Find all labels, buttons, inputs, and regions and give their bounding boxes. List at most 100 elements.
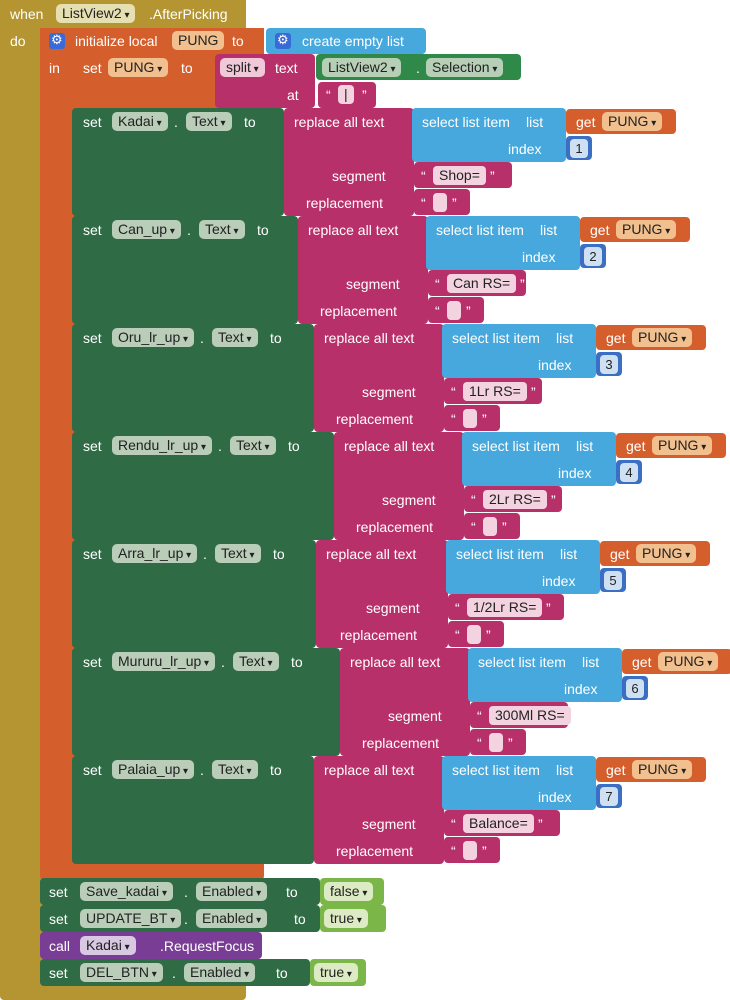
get-var-dropdown[interactable]: PUNG (636, 544, 697, 563)
boolean-dropdown[interactable]: true (324, 909, 368, 928)
selection-component-dropdown[interactable]: ListView2 (322, 58, 402, 77)
replace-all-block[interactable] (340, 648, 470, 756)
segment-label: segment (366, 600, 420, 616)
call-component-dropdown[interactable]: Kadai (80, 936, 136, 955)
component-dropdown[interactable]: Arra_lr_up (112, 544, 198, 563)
quote-open: “ (451, 816, 456, 832)
quote-open: “ (326, 87, 331, 103)
property-dropdown[interactable]: Text (186, 112, 232, 131)
get-var-dropdown[interactable]: PUNG (632, 760, 693, 779)
index-number[interactable]: 5 (604, 571, 622, 590)
get-var-dropdown[interactable]: PUNG (616, 220, 677, 239)
get-var-dropdown[interactable]: PUNG (658, 652, 719, 671)
replacement-value[interactable] (463, 841, 477, 860)
component-dropdown[interactable]: Palaia_up (112, 760, 195, 779)
to-label: to (257, 222, 269, 238)
index-number[interactable]: 7 (600, 787, 618, 806)
component-dropdown[interactable]: Rendu_lr_up (112, 436, 212, 455)
replace-all-block[interactable] (316, 540, 448, 648)
set-var-dropdown[interactable]: PUNG (108, 58, 169, 77)
replace-all-block[interactable] (298, 216, 428, 324)
gear-icon[interactable] (275, 32, 291, 49)
index-label: index (508, 141, 542, 157)
replace-all-block[interactable] (314, 756, 444, 864)
replace-all-block[interactable] (314, 324, 444, 432)
to-label: to (276, 965, 288, 981)
select-list-item-block[interactable] (426, 216, 580, 270)
event-component-dropdown[interactable]: ListView2 (56, 4, 136, 23)
component-dropdown[interactable]: Kadai (112, 112, 168, 131)
dot-label: . (221, 654, 225, 670)
quote-close: ” (452, 195, 457, 211)
dot-label: . (218, 438, 222, 454)
set-text-block[interactable] (72, 216, 298, 324)
boolean-dropdown[interactable]: true (314, 963, 358, 982)
component-dropdown[interactable]: DEL_BTN (80, 963, 163, 982)
boolean-dropdown[interactable]: false (324, 882, 374, 901)
segment-value[interactable]: Can RS= (447, 274, 517, 293)
quote-close: ” (531, 384, 536, 400)
quote-close: ” (546, 600, 551, 616)
replacement-value[interactable] (447, 301, 461, 320)
property-dropdown[interactable]: Text (212, 760, 258, 779)
call-block[interactable] (40, 932, 262, 959)
index-number[interactable]: 2 (584, 247, 602, 266)
index-number[interactable]: 1 (570, 139, 588, 158)
select-list-item-block[interactable] (462, 432, 616, 486)
replacement-value[interactable] (467, 625, 481, 644)
set-text-block[interactable] (72, 108, 284, 216)
replacement-value[interactable] (483, 517, 497, 536)
set-label: set (83, 222, 102, 238)
list-label: list (526, 114, 544, 130)
create-empty-list-block[interactable] (266, 28, 426, 54)
segment-value[interactable]: Shop= (433, 166, 486, 185)
property-dropdown[interactable]: Enabled (196, 909, 268, 928)
property-dropdown[interactable]: Text (215, 544, 261, 563)
select-list-item-block[interactable] (468, 648, 622, 702)
split-at-label: at (287, 87, 299, 103)
property-dropdown[interactable]: Enabled (184, 963, 256, 982)
segment-value[interactable]: 1/2Lr RS= (467, 598, 543, 617)
get-var-dropdown[interactable]: PUNG (602, 112, 663, 131)
index-number[interactable]: 4 (620, 463, 638, 482)
component-dropdown[interactable]: Save_kadai (80, 882, 173, 901)
replacement-value[interactable] (463, 409, 477, 428)
select-list-item-block[interactable] (442, 756, 596, 810)
index-number[interactable]: 6 (626, 679, 644, 698)
quote-close: ” (551, 492, 556, 508)
replacement-value[interactable] (489, 733, 503, 752)
property-dropdown[interactable]: Text (233, 652, 279, 671)
split-dropdown[interactable]: split (220, 58, 265, 77)
replace-all-block[interactable] (334, 432, 464, 540)
get-var-dropdown[interactable]: PUNG (632, 328, 693, 347)
list-label: list (560, 546, 578, 562)
component-dropdown[interactable]: Mururu_lr_up (112, 652, 216, 671)
select-list-item-block[interactable] (446, 540, 600, 594)
component-dropdown[interactable]: UPDATE_BT (80, 909, 182, 928)
local-var-name[interactable]: PUNG (172, 31, 225, 50)
dot-label: . (172, 965, 176, 981)
segment-value[interactable]: 300Ml RS= (489, 706, 571, 725)
property-dropdown[interactable]: Text (230, 436, 276, 455)
at-string-value[interactable]: | (338, 85, 354, 104)
replacement-value[interactable] (433, 193, 447, 212)
property-dropdown[interactable]: Text (212, 328, 258, 347)
property-dropdown[interactable]: Enabled (196, 882, 268, 901)
property-dropdown[interactable]: Text (199, 220, 245, 239)
call-label: call (49, 938, 71, 954)
component-dropdown[interactable]: Oru_lr_up (112, 328, 195, 347)
index-label: index (538, 789, 572, 805)
segment-value[interactable]: 2Lr RS= (483, 490, 547, 509)
select-list-item-block[interactable] (412, 108, 566, 162)
replace-all-block[interactable] (284, 108, 414, 216)
gear-icon[interactable] (49, 32, 65, 49)
segment-value[interactable]: 1Lr RS= (463, 382, 527, 401)
get-var-dropdown[interactable]: PUNG (652, 436, 713, 455)
index-label: index (542, 573, 576, 589)
select-list-item-block[interactable] (442, 324, 596, 378)
selection-property-dropdown[interactable]: Selection (426, 58, 504, 77)
quote-open: “ (421, 195, 426, 211)
segment-value[interactable]: Balance= (463, 814, 534, 833)
component-dropdown[interactable]: Can_up (112, 220, 181, 239)
index-number[interactable]: 3 (600, 355, 618, 374)
